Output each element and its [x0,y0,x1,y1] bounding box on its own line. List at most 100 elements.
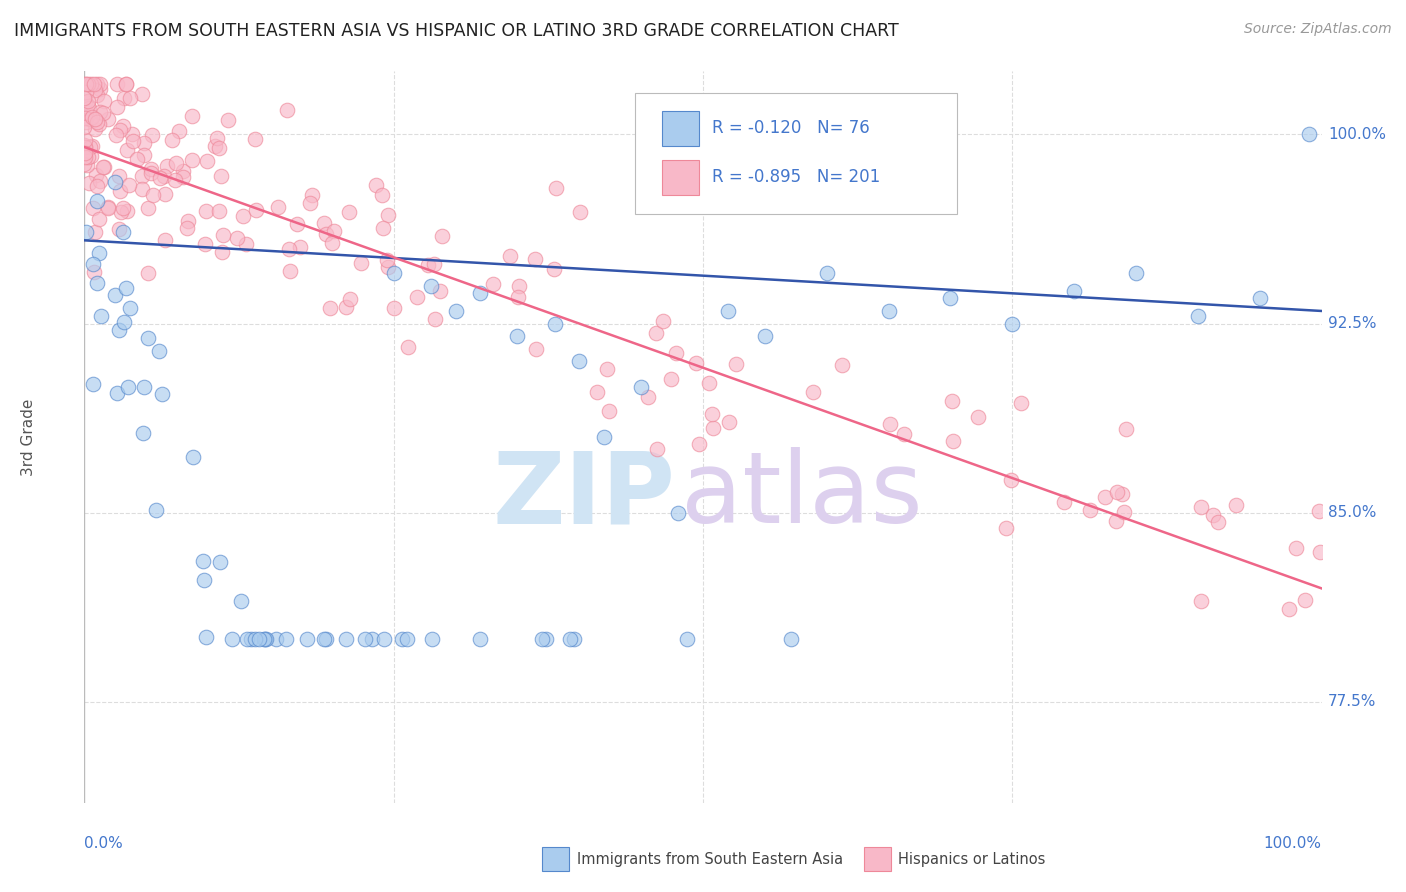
Point [508,290,530,304]
Point [396,340,419,354]
Point [335,632,357,646]
Point [350,255,373,269]
Point [382,266,405,280]
Point [1187,309,1209,323]
Point [193,573,215,587]
Point [136,266,159,280]
Point [108,323,131,337]
Point [1298,128,1320,142]
Point [82,201,104,215]
Point [108,221,131,235]
Point [83,225,105,239]
Point [76,94,98,108]
Point [801,385,824,400]
Point [470,286,492,301]
Point [139,165,162,179]
Point [301,188,323,202]
Point [395,632,418,646]
Point [879,417,901,431]
Point [112,91,135,105]
Point [1115,422,1137,436]
Point [700,408,723,422]
Text: 85.0%: 85.0% [1327,505,1376,520]
Point [568,354,591,368]
Point [1094,490,1116,504]
Point [181,153,204,167]
Point [297,632,319,646]
Point [226,231,249,245]
Point [82,257,104,271]
Point [132,136,155,151]
Point [276,632,298,646]
Point [335,300,357,314]
Point [942,434,965,449]
Point [211,228,233,243]
Point [1249,291,1271,305]
Point [172,164,194,178]
Point [77,176,100,190]
Point [1278,602,1301,616]
Point [79,139,101,153]
Text: atlas: atlas [681,447,922,544]
Point [339,204,361,219]
Point [702,421,724,435]
Point [391,632,413,646]
Point [89,77,111,91]
Point [89,105,111,120]
Text: R = -0.120   N= 76: R = -0.120 N= 76 [711,120,869,137]
Point [97,112,120,126]
Point [73,145,96,160]
Point [243,632,266,646]
Point [536,632,558,646]
Point [506,329,529,343]
Point [277,242,299,256]
Point [208,141,231,155]
Point [139,161,162,176]
Point [1125,266,1147,280]
Point [107,169,129,184]
Point [245,202,267,217]
Point [1308,504,1330,518]
Point [79,149,101,163]
Point [1107,484,1129,499]
Point [420,632,443,646]
Point [86,168,108,182]
Point [209,169,232,183]
Point [115,204,138,219]
Point [83,265,105,279]
Point [236,632,259,646]
Point [120,90,142,104]
Point [117,380,139,394]
Point [377,208,399,222]
Point [73,112,96,126]
Point [150,387,173,401]
Point [108,122,131,136]
Point [354,632,377,646]
Point [406,290,429,304]
Point [136,331,159,345]
Point [1063,284,1085,298]
Bar [543,847,569,871]
Point [148,344,170,359]
Point [543,262,565,277]
Point [815,266,838,280]
Point [995,521,1018,535]
Point [97,201,120,215]
Point [75,77,97,91]
Point [253,632,276,646]
Point [877,304,900,318]
Point [429,285,451,299]
Point [77,77,100,91]
Text: 77.5%: 77.5% [1327,694,1376,709]
Point [89,82,111,96]
Point [75,77,97,91]
Point [132,380,155,394]
Point [382,301,405,315]
Point [688,437,710,451]
Point [112,315,135,329]
Point [84,122,107,136]
Point [264,632,287,646]
Point [416,258,439,272]
Point [339,293,361,307]
Point [240,632,263,646]
